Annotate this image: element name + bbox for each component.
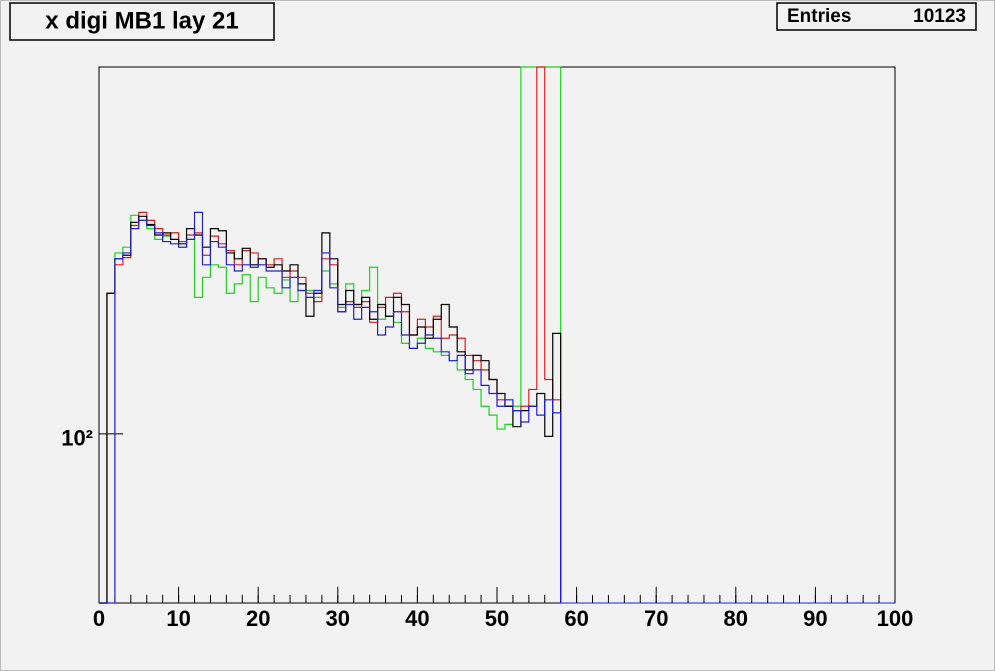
x-tick-label: 100 [877,606,914,631]
stats-label: Entries [787,6,851,27]
x-tick-label: 20 [246,606,270,631]
x-tick-label: 90 [803,606,827,631]
x-tick-label: 30 [326,606,350,631]
x-tick-label: 0 [93,606,105,631]
chart-title: x digi MB1 lay 21 [45,7,238,34]
title-box [9,2,275,41]
histogram-line [99,211,562,604]
x-tick-label: 40 [405,606,429,631]
x-tick-label: 10 [166,606,190,631]
x-tick-label: 80 [724,606,748,631]
x-tick-label: 70 [644,606,668,631]
stats-box [776,2,977,31]
y-tick-label: 10² [61,426,93,451]
x-tick-label: 60 [564,606,588,631]
stats-value: 10123 [913,6,966,27]
plot-frame [98,66,896,604]
x-tick-label: 50 [485,606,509,631]
